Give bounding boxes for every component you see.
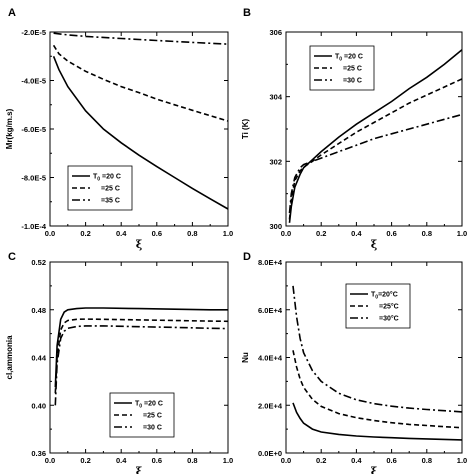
y-tick-label: 6.0E+4 xyxy=(258,306,283,315)
panel-label: A xyxy=(8,7,16,19)
legend-entry-1: T0 =20 C xyxy=(335,54,363,63)
x-tick-label: 0.8 xyxy=(187,229,197,238)
y-tick-label: -6.0E-5 xyxy=(21,125,46,134)
legend: T0 =20 C =25 C =30 C xyxy=(109,392,175,438)
x-tick-label: 0.8 xyxy=(422,229,432,238)
legend-entry-3: =30°C xyxy=(379,315,399,323)
x-tick-label: 0.6 xyxy=(386,229,396,238)
legend-box xyxy=(345,283,411,329)
series-line-3 xyxy=(53,32,229,45)
y-tick-label: -8.0E-5 xyxy=(21,174,46,183)
x-tick-label: 0.2 xyxy=(316,456,326,465)
legend-entry-2: =25 C xyxy=(343,66,362,73)
legend-box xyxy=(109,392,175,438)
y-tick-label: 0.0E+0 xyxy=(258,449,282,458)
x-tick-label: 1.0 xyxy=(457,229,467,238)
x-axis-label: ξ xyxy=(136,465,143,474)
x-tick-label: 0.8 xyxy=(422,456,432,465)
legend: T0=20°C =25°C =30°C xyxy=(345,283,411,329)
y-tick-label: 0.36 xyxy=(31,449,46,458)
series-line-2 xyxy=(288,78,463,220)
x-tick-label: 0.8 xyxy=(187,456,197,465)
legend: T0 =20 C =25 C =30 C xyxy=(309,45,375,91)
x-tick-label: 0.2 xyxy=(80,456,90,465)
x-tick-label: 0.0 xyxy=(281,456,291,465)
legend-entry-3: =35 C xyxy=(101,198,120,205)
panel-A: A 0.0 0.2 0.4 0.6 0.8 1.0 -2.0E-5 -4.0E-5 -6.0E-5… xyxy=(5,7,233,251)
series-line-3 xyxy=(54,325,229,406)
series-line-1 xyxy=(288,49,463,223)
legend-box xyxy=(67,165,133,211)
x-tick-label: 0.2 xyxy=(80,229,90,238)
x-tick-label: 0.4 xyxy=(116,456,127,465)
series-line-1 xyxy=(54,307,228,388)
x-tick-label: 0.0 xyxy=(45,456,55,465)
y-tick-label: 300 xyxy=(269,222,282,231)
panel-label: D xyxy=(243,251,251,263)
x-axis-label: ξ xyxy=(371,465,378,474)
x-tick-label: 1.0 xyxy=(223,229,233,238)
panel-D: D 0.0 0.2 0.4 0.6 0.8 1.0 0.0E+0 2.0E+4 4.0E+4 6.0… xyxy=(241,251,467,474)
legend-entry-1: T0 =20 C xyxy=(93,174,121,183)
y-tick-label: 8.0E+4 xyxy=(258,258,283,267)
y-tick-label: -2.0E-5 xyxy=(21,28,46,37)
y-tick-label: 0.48 xyxy=(31,306,46,315)
x-tick-label: 0.4 xyxy=(351,456,362,465)
y-axis-label: Ti (K) xyxy=(241,119,250,140)
series-line-3 xyxy=(292,285,463,413)
y-tick-label: 304 xyxy=(269,93,282,102)
y-tick-label: 0.52 xyxy=(31,258,46,267)
y-tick-label: 4.0E+4 xyxy=(258,354,283,363)
x-tick-label: 0.6 xyxy=(152,229,162,238)
series-line-1 xyxy=(292,402,463,441)
legend-box xyxy=(309,45,375,91)
series-line-2 xyxy=(292,350,463,429)
x-tick-label: 0.6 xyxy=(152,456,162,465)
x-tick-label: 0.4 xyxy=(116,229,127,238)
panel-B: B 0.0 0.2 0.4 0.6 0.8 1.0 300 302 304 306 ξ Ti (K) T0… xyxy=(241,7,467,251)
y-axis-label: Mr(kg/m.s) xyxy=(5,108,14,149)
x-axis-label: ξ xyxy=(371,238,378,251)
series-line-2 xyxy=(54,318,229,394)
legend-entry-3: =30 C xyxy=(143,425,162,432)
y-tick-label: 306 xyxy=(269,28,282,37)
x-tick-label: 0.4 xyxy=(351,229,362,238)
legend: T0 =20 C =25 C =35 C xyxy=(67,165,133,211)
legend-entry-1: T0=20°C xyxy=(371,291,398,301)
x-axis-label: ξ xyxy=(136,238,143,251)
y-tick-label: -4.0E-5 xyxy=(21,77,46,86)
y-tick-label: -1.0E-4 xyxy=(21,222,46,231)
x-tick-label: 0.2 xyxy=(316,229,326,238)
panel-label: C xyxy=(8,251,16,263)
series-line-1 xyxy=(52,56,229,210)
legend-entry-1: T0 =20 C xyxy=(135,401,163,410)
x-tick-label: 1.0 xyxy=(223,456,233,465)
panel-C: C 0.0 0.2 0.4 0.6 0.8 1.0 0.36 0.40 0.44 0.48 0.52 ξ… xyxy=(5,251,233,474)
legend-entry-2: =25 C xyxy=(101,186,120,193)
y-tick-label: 0.44 xyxy=(31,354,46,363)
y-tick-label: 302 xyxy=(269,157,282,166)
x-tick-label: 1.0 xyxy=(457,456,467,465)
legend-entry-3: =30 C xyxy=(343,78,362,85)
series-line-2 xyxy=(52,44,229,122)
x-tick-label: 0.0 xyxy=(45,229,55,238)
legend-entry-2: =25°C xyxy=(379,303,399,311)
x-tick-label: 0.0 xyxy=(281,229,291,238)
panel-label: B xyxy=(243,7,251,19)
y-tick-label: 0.40 xyxy=(31,401,46,410)
y-axis-label: Nu xyxy=(241,352,250,363)
y-tick-label: 2.0E+4 xyxy=(258,401,283,410)
legend-entry-2: =25 C xyxy=(143,413,162,420)
series-line-3 xyxy=(288,113,463,214)
y-axis-label: cI,ammonia xyxy=(5,335,14,380)
x-tick-label: 0.6 xyxy=(386,456,396,465)
